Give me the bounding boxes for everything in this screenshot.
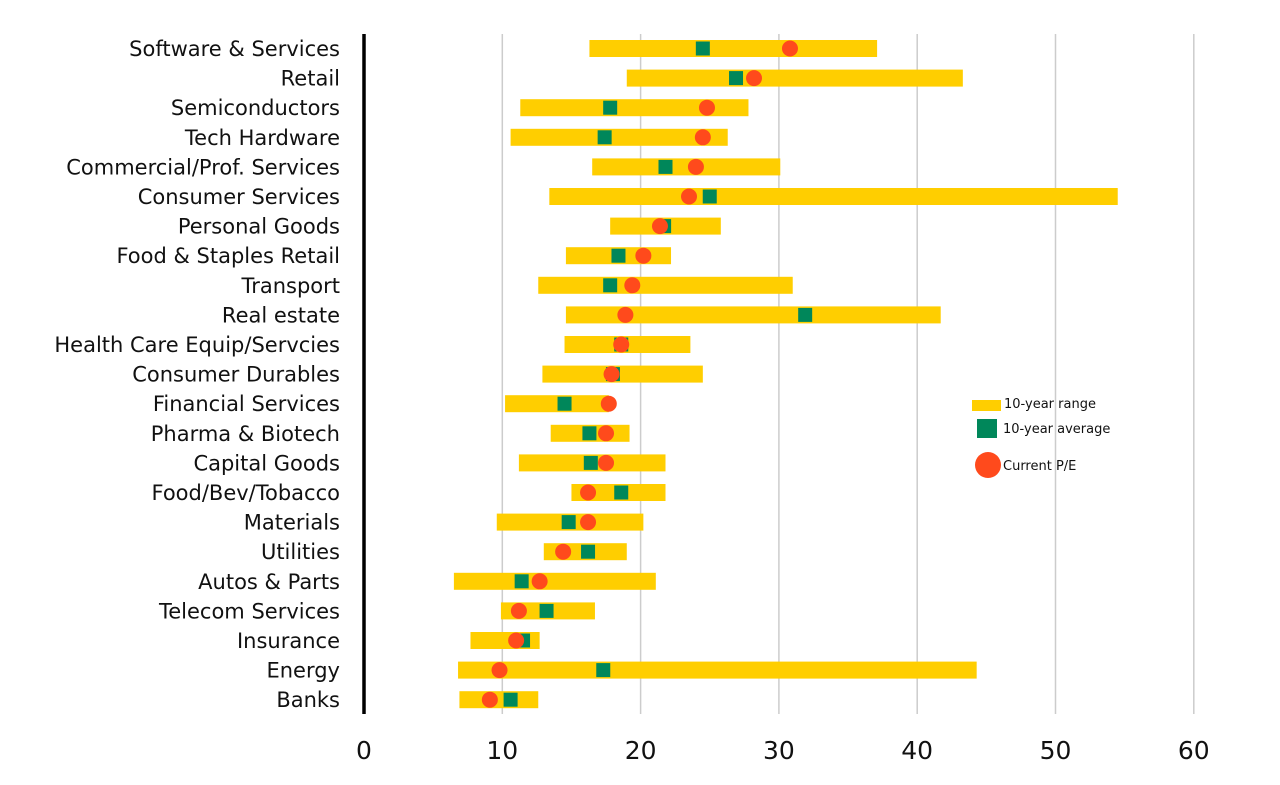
- category-label: Semiconductors: [171, 96, 340, 120]
- range-bar: [589, 40, 878, 57]
- category-label: Commercial/Prof. Services: [66, 155, 340, 179]
- category-label: Tech Hardware: [184, 126, 340, 150]
- x-tick-label: 50: [1040, 736, 1072, 765]
- x-tick-label: 40: [901, 736, 933, 765]
- category-label: Materials: [244, 511, 340, 535]
- range-bar: [453, 572, 656, 590]
- current-pe-marker: [598, 425, 615, 442]
- average-markers: [503, 41, 813, 707]
- current-pe-marker: [617, 306, 634, 323]
- legend-range-swatch: [972, 400, 1001, 411]
- current-pe-marker: [613, 336, 630, 353]
- category-label: Consumer Services: [138, 185, 340, 209]
- legend: 10-year range 10-year average Current P/…: [972, 397, 1110, 478]
- average-marker: [581, 544, 596, 559]
- category-label: Energy: [266, 659, 340, 683]
- category-label: Financial Services: [153, 392, 340, 416]
- category-label: Capital Goods: [193, 451, 340, 475]
- range-bar: [542, 365, 703, 383]
- category-label: Banks: [276, 688, 340, 712]
- range-bar: [505, 395, 609, 413]
- current-pe-marker: [635, 247, 652, 264]
- current-pe-marker: [508, 632, 525, 649]
- average-marker: [539, 603, 554, 618]
- current-pe-marker: [555, 543, 572, 560]
- current-pe-marker: [681, 188, 698, 205]
- average-marker: [729, 71, 744, 86]
- current-pe-marker: [746, 70, 763, 87]
- current-pe-marker: [510, 602, 527, 619]
- category-label: Health Care Equip/Servcies: [54, 333, 340, 357]
- range-bar: [520, 99, 749, 117]
- category-label: Autos & Parts: [198, 570, 340, 594]
- current-pe-marker: [580, 514, 597, 531]
- category-label: Real estate: [222, 303, 340, 327]
- x-tick-label: 10: [486, 736, 518, 765]
- legend-range-label: 10-year range: [1004, 397, 1096, 412]
- category-label: Retail: [281, 67, 340, 91]
- current-pe-marker: [781, 40, 798, 57]
- average-marker: [614, 485, 629, 500]
- current-pe-marker: [491, 662, 508, 679]
- current-pe-marker: [603, 366, 620, 383]
- range-bar: [549, 188, 1118, 205]
- average-marker: [503, 692, 518, 707]
- range-bar: [459, 691, 539, 709]
- current-pe-marker: [580, 484, 597, 501]
- current-pe-marker: [624, 277, 641, 294]
- average-marker: [603, 100, 618, 115]
- current-pe-marker: [694, 129, 711, 146]
- category-label: Food & Staples Retail: [116, 244, 340, 268]
- average-marker: [611, 248, 626, 263]
- average-marker: [603, 278, 618, 293]
- legend-average-label: 10-year average: [1003, 422, 1110, 437]
- legend-current-pe-swatch: [975, 452, 1001, 478]
- range-bar: [626, 69, 963, 87]
- x-tick-label: 30: [763, 736, 795, 765]
- category-label: Food/Bev/Tobacco: [151, 481, 340, 505]
- average-marker: [583, 455, 598, 470]
- grid-lines: [501, 34, 1195, 714]
- x-tick-label: 0: [356, 736, 372, 765]
- average-marker: [557, 396, 572, 411]
- current-pe-marker: [687, 158, 704, 175]
- current-pe-marker: [598, 454, 615, 471]
- current-pe-marker: [698, 99, 715, 116]
- average-marker: [514, 574, 529, 589]
- current-pe-marker: [531, 573, 548, 590]
- x-tick-label: 20: [625, 736, 657, 765]
- average-marker: [597, 130, 612, 145]
- category-label: Utilities: [261, 540, 340, 564]
- range-bar: [538, 276, 793, 294]
- average-marker: [702, 189, 717, 204]
- current-pe-marker: [651, 218, 668, 235]
- x-tick-labels: 0 10 20 30 40 50 60: [356, 736, 1210, 765]
- category-label: Transport: [240, 274, 340, 298]
- current-pe-markers: [481, 40, 798, 708]
- average-marker: [561, 515, 576, 530]
- range-bar: [565, 306, 941, 324]
- range-bar: [510, 128, 728, 146]
- average-marker: [596, 663, 611, 678]
- category-labels: Software & Services Retail Semiconductors T…: [54, 37, 340, 712]
- range-bar: [592, 158, 781, 176]
- category-label: Telecom Services: [158, 599, 340, 623]
- average-marker: [658, 159, 673, 174]
- category-label: Pharma & Biotech: [151, 422, 340, 446]
- current-pe-marker: [600, 395, 617, 412]
- average-marker: [798, 307, 813, 322]
- current-pe-marker: [481, 691, 498, 708]
- category-label: Consumer Durables: [132, 363, 340, 387]
- legend-average-swatch: [977, 419, 997, 438]
- category-label: Insurance: [237, 629, 340, 653]
- average-marker: [695, 41, 710, 56]
- x-tick-label: 60: [1178, 736, 1210, 765]
- category-label: Personal Goods: [178, 215, 340, 239]
- legend-current-pe-label: Current P/E: [1003, 459, 1076, 474]
- range-bar: [458, 661, 977, 679]
- category-label: Software & Services: [129, 37, 340, 61]
- average-marker: [582, 426, 597, 441]
